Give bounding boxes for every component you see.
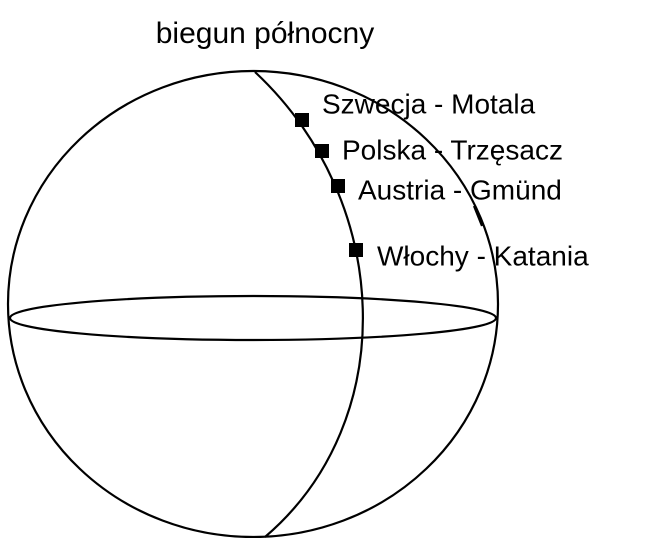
- equator: [10, 296, 496, 340]
- marker: [349, 243, 363, 257]
- title: biegun północny: [156, 17, 375, 50]
- locations: Szwecja - Motala Polska - Trzęsacz Austria…: [295, 88, 589, 271]
- location-label: Polska - Trzęsacz: [342, 134, 563, 165]
- marker: [295, 113, 309, 127]
- marker: [331, 179, 345, 193]
- location-label: Włochy - Katania: [377, 240, 589, 271]
- marker: [315, 144, 329, 158]
- diagram: biegun północny Szwecja - Motala Polska -…: [0, 0, 647, 538]
- location-label: Austria - Gmünd: [358, 174, 562, 205]
- location-label: Szwecja - Motala: [322, 88, 536, 119]
